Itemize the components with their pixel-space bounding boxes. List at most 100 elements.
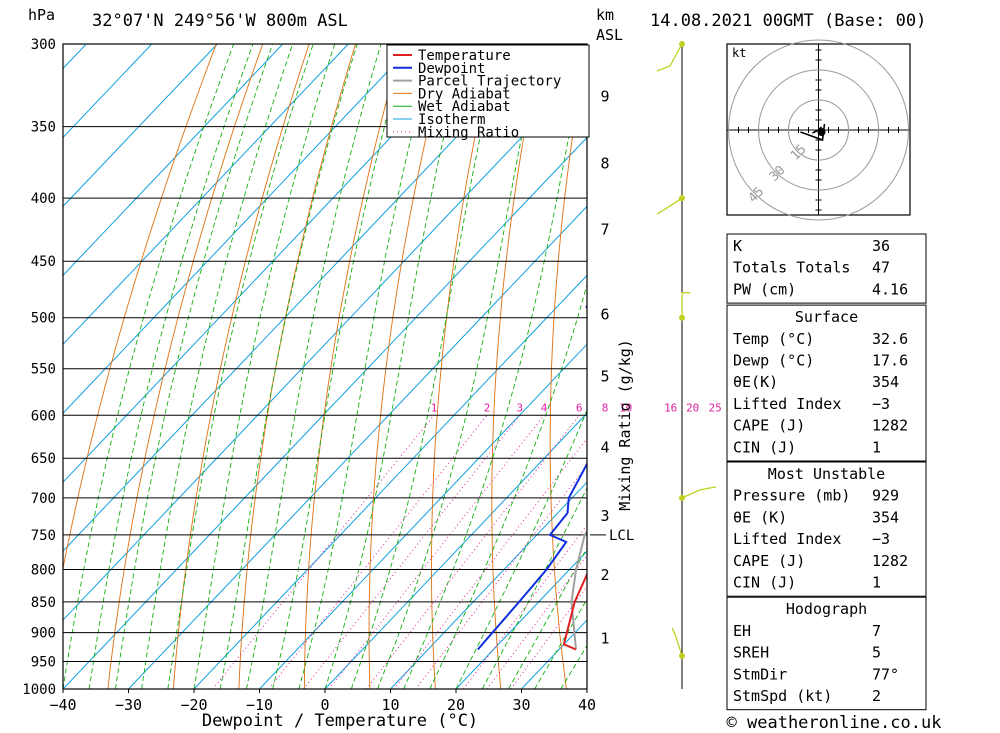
surface-indices-title: Surface — [795, 308, 858, 326]
x-tick-label: 30 — [512, 696, 530, 714]
temperature-line — [562, 571, 587, 651]
index-label: Dewp (°C) — [733, 352, 814, 370]
index-value: 4.16 — [872, 280, 908, 298]
hodograph-storm-marker — [817, 128, 826, 136]
x-tick-label: −30 — [115, 696, 142, 714]
isotherm-line — [63, 44, 480, 483]
isotherm-line — [63, 44, 415, 414]
index-value: −3 — [872, 530, 890, 548]
dry-adiabat-line — [172, 44, 310, 689]
hodograph-ring — [728, 39, 909, 221]
index-value: 1 — [872, 438, 881, 456]
index-label: θE(K) — [733, 373, 778, 391]
index-value: 1282 — [872, 552, 908, 570]
isotherm-line — [193, 274, 587, 689]
height-axis: 9 8 7 6 5 4 3 2 1 LCL — [590, 88, 634, 648]
wind-barb — [656, 197, 683, 215]
wind-barb-dot — [679, 195, 685, 202]
location-title: 32°07'N 249°56'W 800m ASL — [92, 11, 348, 31]
lcl-label: LCL — [609, 528, 634, 544]
index-label: EH — [733, 622, 751, 640]
index-label: CIN (J) — [733, 574, 796, 592]
index-label: K — [733, 237, 742, 255]
pressure-tick-label: 300 — [31, 37, 56, 53]
isotherm-line — [0, 44, 21, 689]
height-km-label: 7 — [600, 220, 609, 238]
asl-unit-label: ASL — [596, 26, 623, 44]
index-label: Lifted Index — [733, 530, 841, 548]
mixing-ratio-label: 6 — [576, 401, 583, 414]
date-title: 14.08.2021 00GMT (Base: 00) — [650, 11, 926, 31]
mixing-ratio-line — [328, 414, 545, 689]
hodograph-ring — [758, 69, 879, 191]
x-tick-label: 10 — [381, 696, 399, 714]
mixing-ratio-label: 3 — [516, 401, 523, 414]
isotherm-line — [63, 44, 349, 346]
most-unstable-indices-box — [726, 461, 927, 597]
x-tick-label: 0 — [320, 696, 329, 714]
isotherm-line — [455, 550, 587, 689]
index-value: 32.6 — [872, 330, 908, 348]
wind-barb — [656, 43, 683, 72]
wet-adiabat-line — [324, 44, 467, 689]
isotherm-line — [128, 205, 587, 689]
index-value: −3 — [872, 395, 890, 413]
hodograph-indices-title: Hodograph — [786, 600, 867, 618]
mixing-ratio-label: 1 — [431, 401, 438, 414]
wet-adiabat-line — [245, 44, 382, 689]
mixing-ratio-axis-title: Mixing Ratio (g/kg) — [616, 339, 634, 511]
dry-adiabat-line — [959, 44, 1000, 689]
height-km-label: 1 — [600, 630, 609, 648]
index-label: CIN (J) — [733, 438, 796, 456]
index-value: 7 — [872, 622, 881, 640]
index-label: StmDir — [733, 665, 787, 683]
pressure-tick-label: 550 — [31, 362, 56, 378]
mixing-ratio-line — [486, 554, 587, 689]
height-km-label: 6 — [600, 305, 609, 323]
legend-item: Wet Adiabat — [418, 99, 511, 115]
isotherm-line — [259, 343, 587, 689]
surface-indices-box — [726, 304, 927, 462]
pressure-tick-label: 650 — [31, 451, 56, 467]
index-label: Totals Totals — [733, 259, 850, 277]
pressure-tick-label: 500 — [31, 311, 56, 327]
height-km-label: 5 — [600, 368, 609, 386]
mixing-ratio-label: 20 — [686, 401, 699, 414]
wet-adiabat-line — [114, 44, 274, 689]
mixing-ratio-labels: 1 2 3 4 6 8 10 16 20 25 — [431, 401, 722, 414]
mixing-ratio-line — [415, 464, 587, 689]
index-value: 354 — [872, 373, 899, 391]
wet-adiabat-line — [298, 44, 436, 689]
profiles — [477, 304, 587, 651]
wet-adiabat-line — [167, 44, 314, 689]
mixing-ratio-line — [303, 414, 521, 689]
height-km-label: 4 — [600, 438, 609, 456]
pressure-tick-label: 1000 — [22, 682, 56, 698]
height-km-label: 3 — [600, 507, 609, 525]
index-label: Pressure (mb) — [733, 487, 850, 505]
pressure-tick-label: 700 — [31, 491, 56, 507]
wind-barbs — [656, 41, 717, 659]
indices-table: K 36 Totals Totals 47 PW (cm) 4.16 Surface Temp… — [726, 233, 927, 711]
mixing-ratio-label: 8 — [602, 401, 609, 414]
index-value: 17.6 — [872, 352, 908, 370]
isotherm-line — [63, 44, 153, 139]
wind-barb-dot — [679, 41, 685, 47]
wind-barb-dot — [679, 314, 685, 321]
index-value: 1282 — [872, 417, 908, 435]
legend-box — [386, 44, 590, 138]
index-label: CAPE (J) — [733, 552, 805, 570]
legend-item: Parcel Trajectory — [418, 74, 561, 90]
wet-adiabat-line — [403, 44, 587, 689]
wet-adiabat-line — [88, 44, 254, 689]
index-value: 47 — [872, 259, 890, 277]
copyright: © weatheronline.co.uk — [727, 713, 942, 733]
index-value: 5 — [872, 644, 881, 662]
wind-barb — [681, 292, 690, 318]
dry-adiabat-line — [549, 44, 587, 689]
parcel-trajectory-line — [570, 529, 587, 650]
wind-barb-dot — [679, 652, 685, 659]
index-value: 36 — [872, 237, 890, 255]
hodograph-indices-box — [726, 596, 927, 711]
x-tick-label: −20 — [180, 696, 207, 714]
